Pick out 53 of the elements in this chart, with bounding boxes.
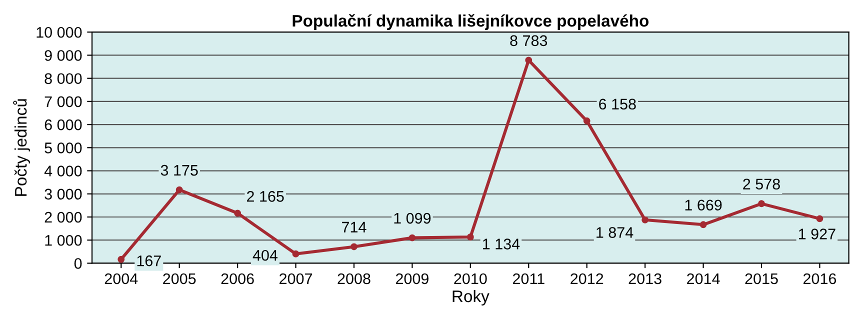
y-tick-label: 0 [74, 258, 82, 269]
point [292, 250, 300, 258]
y-tick-label: 9 000 [44, 50, 82, 61]
y-tick-label: 4 000 [44, 166, 82, 176]
y-tick-label: 8 000 [44, 73, 82, 84]
x-axis-title: Roky [452, 290, 490, 306]
point [700, 221, 707, 228]
y-tick-label: 5 000 [44, 142, 82, 154]
text: 6 158 [599, 98, 636, 110]
y-tick-label: 7 000 [44, 96, 82, 108]
x-tick-label: 2014 [687, 273, 720, 284]
text: 2 578 [743, 178, 780, 190]
y-axis-title: Počty jedinců [13, 99, 30, 196]
x-tick-label: 2007 [280, 273, 312, 284]
point [118, 256, 125, 263]
x-tick-label: 2004 [104, 273, 138, 284]
point [758, 200, 765, 208]
x-tick-label: 2013 [628, 273, 662, 284]
text: 8 783 [510, 35, 548, 46]
y-tick-label: 1 000 [45, 234, 82, 246]
text: 1 134 [483, 238, 520, 250]
chart-title: Populační dynamika lišejníkovce popelavého [292, 14, 649, 30]
point [583, 117, 590, 124]
point [408, 234, 416, 242]
text: 1 099 [394, 212, 431, 224]
x-tick-label: 2010 [454, 273, 487, 284]
x-tick-label: 2015 [745, 273, 778, 284]
point [350, 243, 358, 250]
y-tick-label: 2 000 [44, 212, 82, 223]
point [525, 56, 532, 64]
point [234, 210, 242, 217]
text: 2 165 [246, 191, 284, 202]
x-tick-label: 2012 [570, 273, 604, 284]
text: 1 669 [685, 200, 722, 211]
y-tick-label: 10 000 [36, 26, 82, 38]
text: 714 [342, 222, 366, 232]
x-tick-label: 2011 [512, 273, 544, 284]
x-tick-label: 2009 [396, 273, 428, 284]
x-tick-label: 2016 [803, 273, 836, 284]
text: 404 [252, 250, 278, 261]
text: 1 927 [798, 228, 836, 240]
text: 3 175 [160, 164, 198, 176]
point [816, 215, 824, 222]
x-tick-label: 2006 [221, 273, 254, 284]
text: 1 874 [596, 227, 634, 238]
y-tick-label: 3 000 [44, 188, 82, 200]
point [466, 234, 474, 240]
text: 167 [137, 255, 161, 266]
point [176, 186, 183, 194]
x-tick-label: 2008 [338, 273, 370, 284]
x-tick-label: 2005 [163, 273, 196, 284]
point [642, 216, 649, 224]
y-tick-label: 6 000 [44, 119, 82, 130]
